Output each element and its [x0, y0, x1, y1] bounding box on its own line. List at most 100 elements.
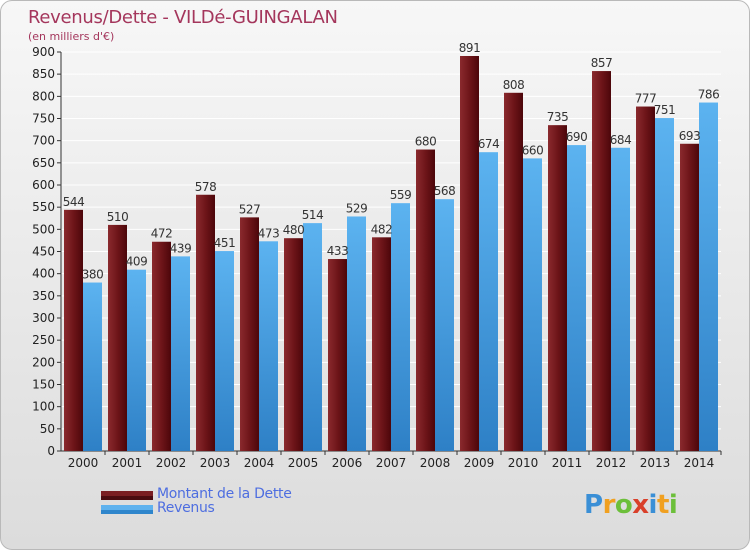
bar-revenus [479, 152, 498, 451]
data-label: 439 [170, 241, 191, 255]
y-tick-label: 350 [32, 289, 55, 303]
y-tick-label: 700 [32, 134, 55, 148]
data-label: 690 [566, 130, 587, 144]
data-label: 433 [327, 244, 348, 258]
data-label: 891 [459, 41, 480, 55]
data-label: 527 [239, 202, 260, 216]
x-tick-label: 2008 [420, 456, 451, 470]
bar-dette [196, 194, 215, 451]
data-label: 559 [390, 188, 411, 202]
bar-dette [680, 143, 699, 451]
y-tick-label: 50 [40, 422, 55, 436]
bar-revenus [259, 241, 278, 451]
data-label: 544 [63, 195, 84, 209]
bar-dette [504, 92, 523, 451]
data-label: 808 [503, 78, 524, 92]
chart-subtitle: (en milliers d'€) [28, 30, 115, 43]
bar-dette [64, 209, 83, 451]
bar-revenus [83, 282, 102, 451]
bar-revenus [699, 102, 718, 451]
data-label: 480 [283, 223, 304, 237]
bar-revenus [523, 158, 542, 451]
bar-revenus [303, 223, 322, 451]
logo-letter: i [668, 490, 678, 520]
x-tick-label: 2001 [112, 456, 143, 470]
bar-revenus [127, 269, 146, 451]
bar-dette [460, 55, 479, 452]
y-tick-label: 200 [32, 355, 55, 369]
y-tick-label: 850 [32, 67, 55, 81]
bar-dette [416, 149, 435, 452]
bar-dette [284, 238, 303, 451]
data-label: 472 [151, 227, 172, 241]
data-label: 777 [635, 92, 656, 106]
bar-dette [548, 125, 567, 452]
data-label: 660 [522, 143, 543, 157]
bar-revenus [435, 199, 454, 451]
y-tick-label: 550 [32, 200, 55, 214]
data-label: 751 [654, 103, 675, 117]
data-label: 674 [478, 137, 499, 151]
y-tick-label: 650 [32, 156, 55, 170]
data-label: 529 [346, 201, 367, 215]
data-label: 514 [302, 208, 323, 222]
y-tick-label: 300 [32, 311, 55, 325]
y-tick-label: 600 [32, 178, 55, 192]
x-tick-label: 2004 [244, 456, 275, 470]
data-label: 473 [258, 226, 279, 240]
y-tick-label: 250 [32, 333, 55, 347]
legend-swatch-dette [101, 491, 153, 500]
x-tick-label: 2014 [684, 456, 715, 470]
x-tick-label: 2006 [332, 456, 363, 470]
y-tick-label: 800 [32, 89, 55, 103]
y-tick-label: 500 [32, 222, 55, 236]
legend-label-revenus: Revenus [157, 500, 215, 516]
bar-dette [636, 106, 655, 451]
x-tick-label: 2005 [288, 456, 319, 470]
y-tick-label: 150 [32, 378, 55, 392]
bar-revenus [215, 251, 234, 451]
data-label: 684 [610, 133, 631, 147]
data-label: 578 [195, 180, 216, 194]
y-tick-label: 750 [32, 112, 55, 126]
x-tick-label: 2007 [376, 456, 407, 470]
bar-dette [240, 217, 259, 451]
bar-dette [152, 241, 171, 451]
data-label: 857 [591, 56, 612, 70]
x-tick-label: 2002 [156, 456, 187, 470]
bar-revenus [611, 147, 630, 451]
y-tick-label: 400 [32, 267, 55, 281]
data-label: 693 [679, 129, 700, 143]
bar-dette [328, 259, 347, 451]
logo-letter: i [648, 490, 658, 520]
logo-letter: P [584, 490, 603, 520]
y-tick-label: 0 [47, 444, 55, 458]
x-tick-label: 2003 [200, 456, 231, 470]
x-tick-label: 2010 [508, 456, 539, 470]
logo-letter: x [632, 490, 649, 520]
data-label: 786 [698, 88, 719, 102]
bar-revenus [347, 216, 366, 451]
x-tick-label: 2013 [640, 456, 671, 470]
y-tick-label: 450 [32, 245, 55, 259]
data-label: 451 [214, 236, 235, 250]
bar-dette [108, 224, 127, 451]
chart-title: Revenus/Dette - VILDé-GUINGALAN [28, 7, 338, 28]
logo-letter: t [656, 490, 669, 520]
bar-dette [592, 71, 611, 452]
data-label: 735 [547, 110, 568, 124]
bar-revenus [391, 203, 410, 451]
data-label: 510 [107, 210, 128, 224]
data-label: 568 [434, 184, 455, 198]
bar-revenus [655, 118, 674, 451]
x-tick-label: 2012 [596, 456, 627, 470]
x-tick-label: 2000 [68, 456, 99, 470]
bar-revenus [567, 145, 586, 451]
legend-swatch-revenus [101, 505, 153, 514]
logo-letter: r [602, 490, 616, 520]
x-tick-label: 2011 [552, 456, 583, 470]
bar-dette [372, 237, 391, 451]
y-tick-label: 900 [32, 45, 55, 59]
